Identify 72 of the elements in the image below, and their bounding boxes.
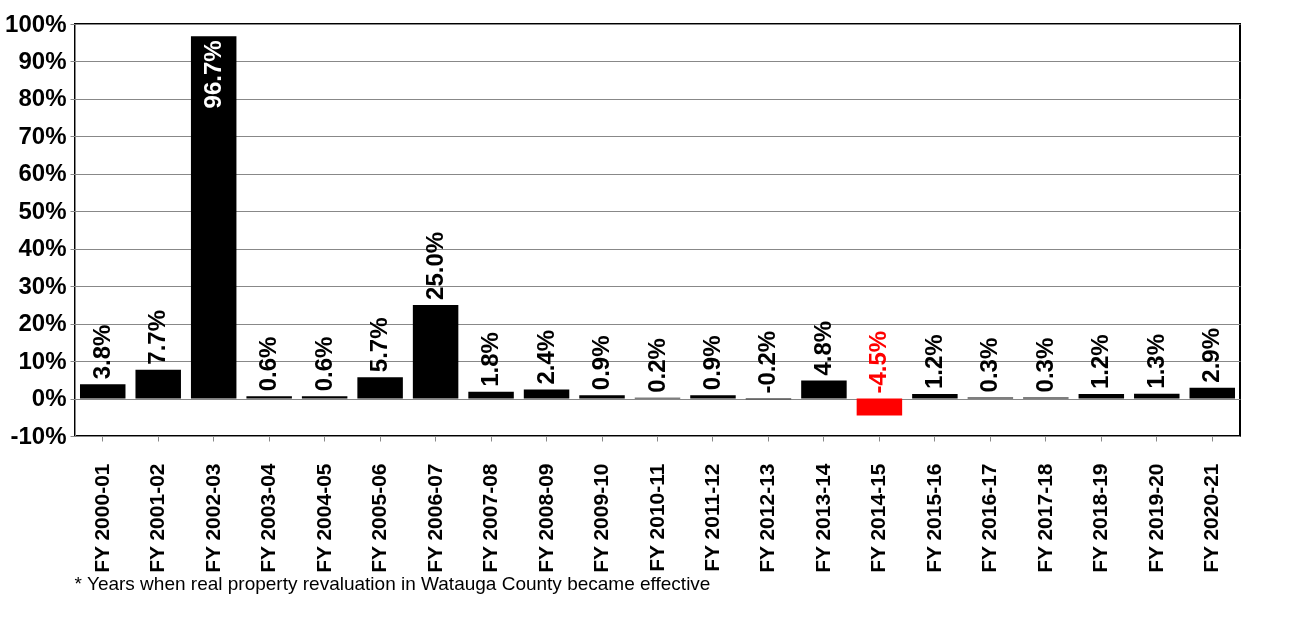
data-label: 25.0%	[420, 231, 448, 300]
data-label: -4.5%	[864, 330, 892, 394]
bar	[1189, 387, 1236, 399]
data-label: 7.7%	[143, 310, 171, 365]
data-label: 5.7%	[365, 317, 393, 373]
x-tick-label: FY 2020-21	[1199, 463, 1223, 573]
x-tick-label: FY 2017-18	[1032, 463, 1056, 573]
x-tick-label: FY 2018-19	[1088, 463, 1112, 573]
data-label: 0.9%	[587, 335, 615, 391]
data-label: 0.2%	[642, 338, 670, 393]
data-label: 0.6%	[254, 336, 282, 392]
data-label: 0.9%	[697, 335, 725, 391]
x-tick-label: FY 2001-02	[145, 463, 169, 573]
data-label: 1.2%	[919, 334, 947, 390]
bar	[357, 377, 403, 399]
y-tick-label: 40%	[18, 234, 67, 262]
bar	[1078, 394, 1125, 399]
x-tick-label: FY 2015-16	[921, 463, 945, 573]
text: * Years when real property revaluation in Watauga County became effective	[74, 572, 711, 594]
bar	[412, 304, 459, 399]
data-label: 1.8%	[476, 332, 504, 387]
x-tick-label: FY 2007-08	[478, 463, 502, 573]
x-tick-label: FY 2012-13	[755, 463, 779, 573]
data-label: 2.4%	[531, 329, 559, 385]
bar	[135, 369, 181, 399]
bar	[523, 389, 570, 399]
y-tick-label: 30%	[18, 271, 67, 299]
y-tick-label: 60%	[18, 159, 67, 187]
x-tick-label: FY 2013-14	[810, 463, 834, 573]
bar	[468, 391, 514, 399]
bar	[856, 398, 903, 416]
x-tick-label: FY 2000-01	[89, 463, 113, 573]
x-tick-label: FY 2019-20	[1143, 463, 1167, 573]
y-tick-label: 100%	[5, 9, 67, 37]
data-label: 4.8%	[808, 320, 836, 376]
x-tick-label: FY 2014-15	[866, 463, 890, 573]
bar	[801, 380, 847, 399]
bar	[190, 36, 237, 399]
data-label: 0.3%	[1030, 337, 1058, 393]
x-tick-label: FY 2005-06	[367, 463, 391, 573]
y-tick-label: 70%	[18, 121, 67, 149]
y-tick-label: 0%	[31, 384, 67, 412]
x-tick-label: FY 2003-04	[256, 463, 280, 573]
x-tick-label: FY 2009-10	[589, 463, 613, 573]
y-tick-label: -10%	[10, 421, 67, 449]
bar	[579, 395, 625, 399]
x-tick-label: FY 2008-09	[533, 463, 557, 573]
y-tick-label: 80%	[18, 84, 67, 112]
data-label: 1.3%	[1141, 333, 1169, 389]
x-tick-label: FY 2002-03	[200, 463, 224, 573]
data-label: 2.9%	[1197, 327, 1225, 383]
bar	[912, 394, 958, 399]
x-tick-label: FY 2011-12	[699, 463, 723, 572]
x-tick-label: FY 2004-05	[311, 463, 335, 573]
bar	[301, 396, 348, 399]
data-label: 96.7%	[198, 40, 226, 109]
bar	[1134, 393, 1180, 399]
bar	[690, 395, 736, 399]
data-label: 0.3%	[975, 337, 1003, 393]
y-tick-label: 50%	[18, 196, 67, 224]
data-label: 0.6%	[309, 336, 337, 392]
data-label: -0.2%	[753, 330, 781, 394]
data-label: 1.2%	[1086, 334, 1114, 390]
y-tick-label: 20%	[18, 309, 67, 337]
y-tick-label: 10%	[18, 346, 67, 374]
bar	[246, 396, 292, 399]
bar	[79, 384, 126, 399]
x-tick-label: FY 2016-17	[977, 463, 1001, 573]
y-tick-label: 90%	[18, 46, 67, 74]
x-tick-label: FY 2010-11	[644, 463, 668, 572]
data-label: 3.8%	[87, 324, 115, 380]
x-tick-label: FY 2006-07	[422, 463, 446, 573]
